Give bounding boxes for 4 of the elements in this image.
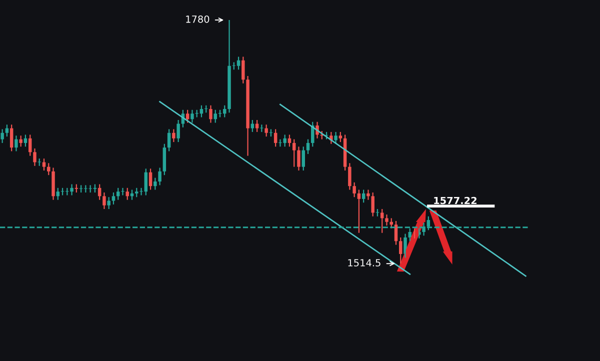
annotation: 1514.5 bbox=[348, 259, 380, 266]
annotation: 1780 bbox=[186, 15, 210, 23]
ref-line-label: 1577.22 bbox=[434, 196, 476, 204]
candlestick bbox=[260, 124, 264, 133]
